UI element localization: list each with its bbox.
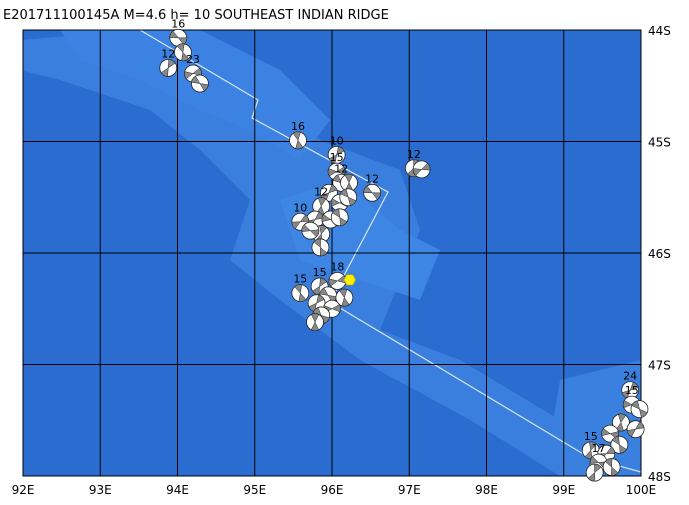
beachball-lobe — [363, 185, 381, 200]
beachball-lobe — [313, 238, 328, 257]
beachball-lobe — [340, 188, 357, 206]
focal-mechanism — [306, 313, 324, 332]
depth-label: 10 — [293, 201, 307, 214]
depth-label: 15 — [625, 384, 639, 397]
beachball-lobe — [301, 224, 320, 238]
x-tick-label: 97E — [398, 483, 421, 497]
focal-mechanism — [191, 74, 209, 93]
depth-label: 17 — [592, 442, 606, 455]
depth-label: 23 — [186, 53, 200, 66]
focal-mechanism — [412, 160, 431, 179]
depth-label: 12 — [334, 162, 348, 175]
focal-mechanism — [610, 435, 629, 454]
beachball-lobe — [291, 214, 310, 230]
beachball-lobe — [412, 162, 431, 176]
beachball-lobe — [611, 436, 627, 454]
depth-label: 18 — [330, 260, 344, 273]
depth-label: 12 — [407, 148, 421, 161]
beachball-lobe — [631, 400, 648, 418]
beachball-lobe — [176, 43, 190, 62]
depth-label: 16 — [171, 17, 185, 30]
x-tick-label: 100E — [626, 483, 657, 497]
depth-label: 15 — [293, 273, 307, 286]
depth-label: 15 — [330, 151, 344, 164]
y-tick-label: 45S — [648, 136, 671, 150]
depth-label: 15 — [584, 430, 598, 443]
beachball-lobe — [604, 458, 619, 476]
beachball-lobe — [292, 131, 304, 150]
x-tick-label: 96E — [321, 483, 344, 497]
focal-mechanism — [339, 188, 358, 207]
y-tick-label: 48S — [648, 470, 671, 484]
y-tick-label: 44S — [648, 24, 671, 38]
x-tick-label: 94E — [166, 483, 189, 497]
focal-mechanism — [621, 381, 640, 400]
focal-mechanism — [330, 208, 349, 227]
focal-mechanism — [612, 413, 630, 432]
focal-mechanism — [626, 420, 645, 439]
depth-label: 16 — [291, 120, 305, 133]
beachball-lobe — [160, 59, 176, 77]
y-tick-label: 47S — [648, 359, 671, 373]
x-tick-label: 99E — [552, 483, 575, 497]
beachball-lobe — [191, 75, 209, 92]
focal-mechanism — [289, 131, 307, 150]
y-tick-label: 46S — [648, 247, 671, 261]
beachball-lobe — [310, 313, 320, 331]
beachball-lobe — [294, 284, 307, 302]
x-tick-label: 92E — [12, 483, 35, 497]
depth-label: 12 — [365, 172, 379, 185]
depth-label: 24 — [623, 370, 637, 383]
focal-mechanism — [159, 59, 178, 77]
depth-label: 10 — [330, 134, 344, 147]
focal-mechanism — [174, 43, 192, 62]
depth-label: 15 — [313, 266, 327, 279]
focal-mechanism — [585, 463, 604, 482]
focal-mechanism — [335, 288, 354, 307]
focal-mechanism — [169, 28, 188, 47]
beachball-lobe — [587, 463, 602, 482]
depth-label: 12 — [314, 186, 328, 199]
focal-mechanism — [328, 271, 347, 290]
beachball-lobe — [339, 288, 350, 307]
map-title: E201711100145A M=4.6 h= 10 SOUTHEAST IND… — [3, 8, 389, 23]
focal-mechanism — [291, 284, 310, 303]
focal-mechanism — [301, 221, 320, 240]
focal-mechanism — [630, 400, 649, 419]
focal-mechanism — [602, 458, 621, 476]
x-tick-label: 98E — [475, 483, 498, 497]
focal-mechanism — [327, 145, 346, 164]
focal-mechanism — [363, 183, 382, 202]
x-tick-label: 93E — [89, 483, 112, 497]
beachball-lobe — [626, 421, 645, 437]
beachball-lobe — [332, 208, 348, 227]
x-tick-label: 95E — [243, 483, 266, 497]
beachball-lobe — [312, 307, 330, 324]
depth-label: 12 — [161, 47, 175, 60]
epicenter — [343, 274, 357, 286]
focal-mechanism — [311, 238, 330, 257]
